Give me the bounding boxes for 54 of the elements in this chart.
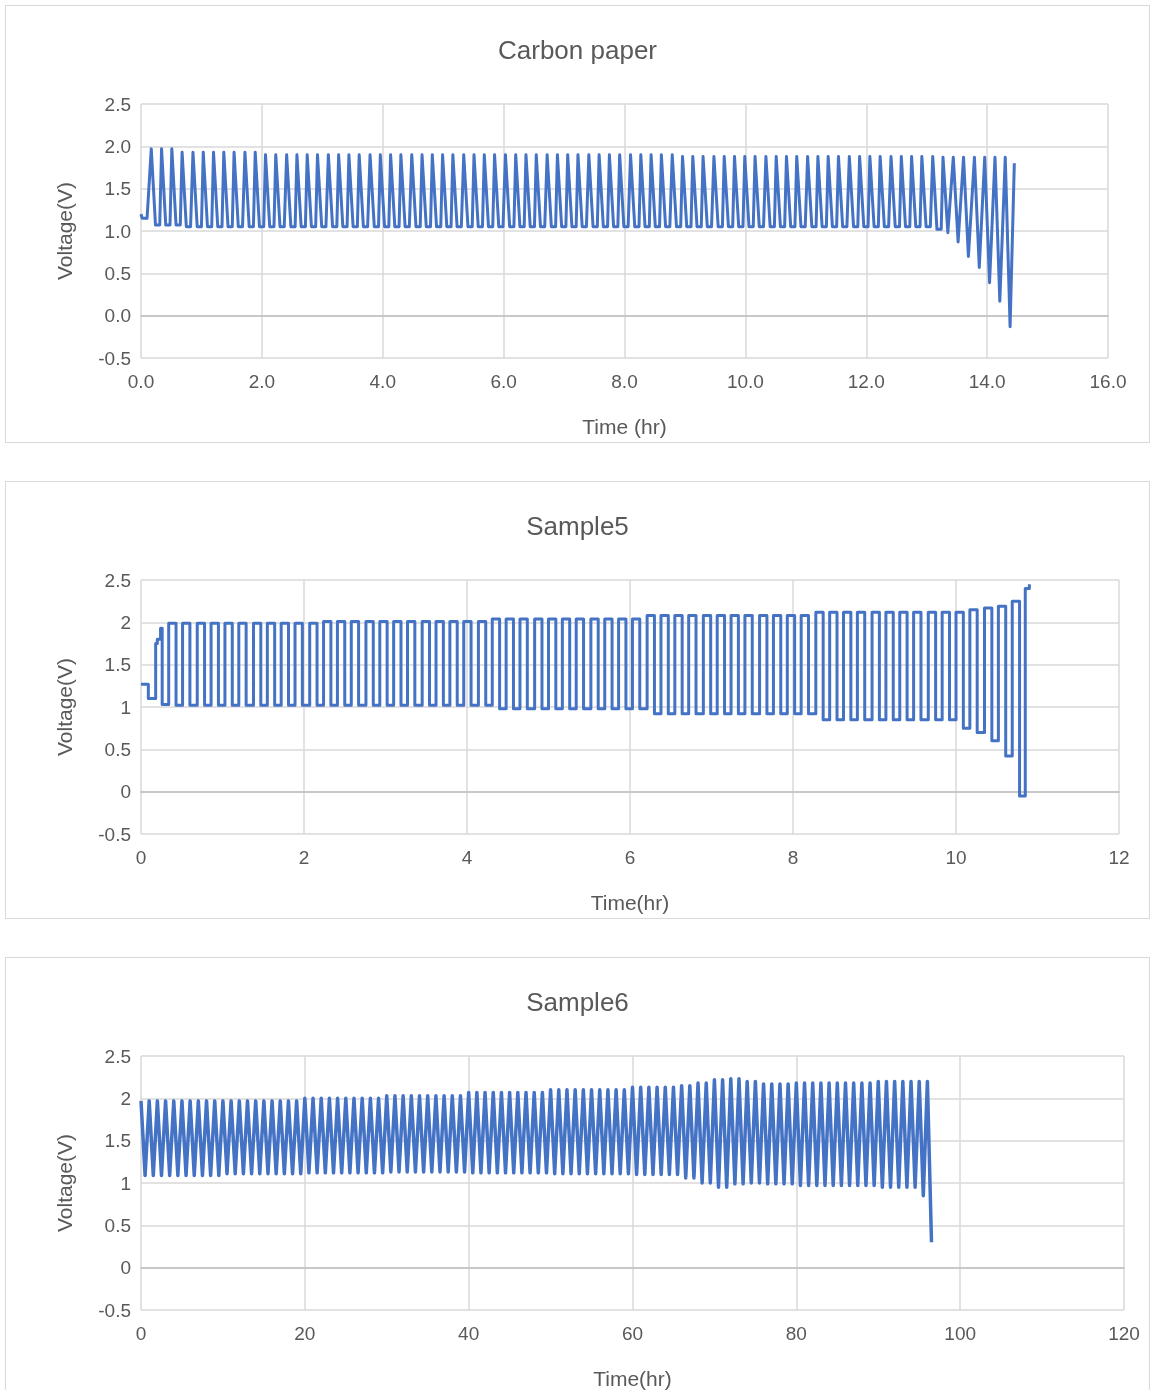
y-tick-label: 2 <box>120 1087 131 1109</box>
y-tick-label: 0 <box>120 781 131 803</box>
y-tick-label: 1.5 <box>104 654 131 676</box>
x-tick-label: 10.0 <box>726 371 764 392</box>
x-tick-label: 12.0 <box>847 371 885 392</box>
x-tick-label: 8 <box>787 847 799 868</box>
y-tick-label: 0.5 <box>104 1214 131 1236</box>
x-tick-label: 0 <box>135 1323 147 1344</box>
y-tick-label: 1 <box>120 1172 131 1194</box>
x-tick-label: 14.0 <box>968 371 1006 392</box>
x-tick-label: 2 <box>298 847 310 868</box>
x-tick-label: 6.0 <box>490 371 517 392</box>
y-tick-label: 1.5 <box>104 178 131 200</box>
y-axis-title: Voltage(V) <box>53 181 76 281</box>
y-tick-label: 2.5 <box>104 1045 131 1067</box>
chart-title: Sample5 <box>526 511 629 541</box>
line-series <box>139 147 1016 329</box>
y-tick-label: -0.5 <box>98 1299 131 1321</box>
y-tick-label: 0 <box>120 1257 131 1279</box>
y-tick-label: 0.5 <box>104 262 131 284</box>
line-series <box>139 1077 934 1245</box>
x-tick-label: 4 <box>461 847 473 868</box>
y-tick-label: 0.5 <box>104 738 131 760</box>
chart-title: Sample6 <box>526 987 629 1017</box>
x-axis-title: Time (hr) <box>582 415 667 438</box>
y-tick-label: 1.0 <box>104 220 131 242</box>
x-tick-label: 4.0 <box>369 371 396 392</box>
y-tick-label: 2.0 <box>104 135 131 157</box>
x-axis-title: Time(hr) <box>593 1367 672 1390</box>
x-tick-label: 120 <box>1108 1323 1140 1344</box>
x-tick-label: 40 <box>458 1323 480 1344</box>
x-tick-label: 80 <box>785 1323 807 1344</box>
x-tick-label: 100 <box>944 1323 977 1344</box>
x-tick-label: 20 <box>294 1323 316 1344</box>
y-tick-label: 0.0 <box>104 305 131 327</box>
y-tick-label: 1.5 <box>104 1130 131 1152</box>
y-tick-label: 2 <box>120 611 131 633</box>
chart-title: Carbon paper <box>498 35 658 65</box>
x-axis-title: Time(hr) <box>590 891 670 914</box>
y-axis-title: Voltage(V) <box>53 1133 76 1233</box>
x-tick-label: 6 <box>624 847 636 868</box>
y-tick-label: -0.5 <box>98 347 131 369</box>
y-tick-label: -0.5 <box>98 823 131 845</box>
y-tick-label: 2.5 <box>104 569 131 591</box>
y-tick-label: 1 <box>120 696 131 718</box>
y-tick-label: 2.5 <box>104 93 131 115</box>
x-tick-label: 16.0 <box>1089 371 1127 392</box>
x-tick-label: 2.0 <box>248 371 276 392</box>
x-tick-label: 12 <box>1108 847 1130 868</box>
y-axis-title: Voltage(V) <box>53 657 76 757</box>
x-tick-label: 60 <box>621 1323 644 1344</box>
x-tick-label: 0 <box>135 847 147 868</box>
x-tick-label: 8.0 <box>611 371 638 392</box>
x-tick-label: 10 <box>945 847 967 868</box>
